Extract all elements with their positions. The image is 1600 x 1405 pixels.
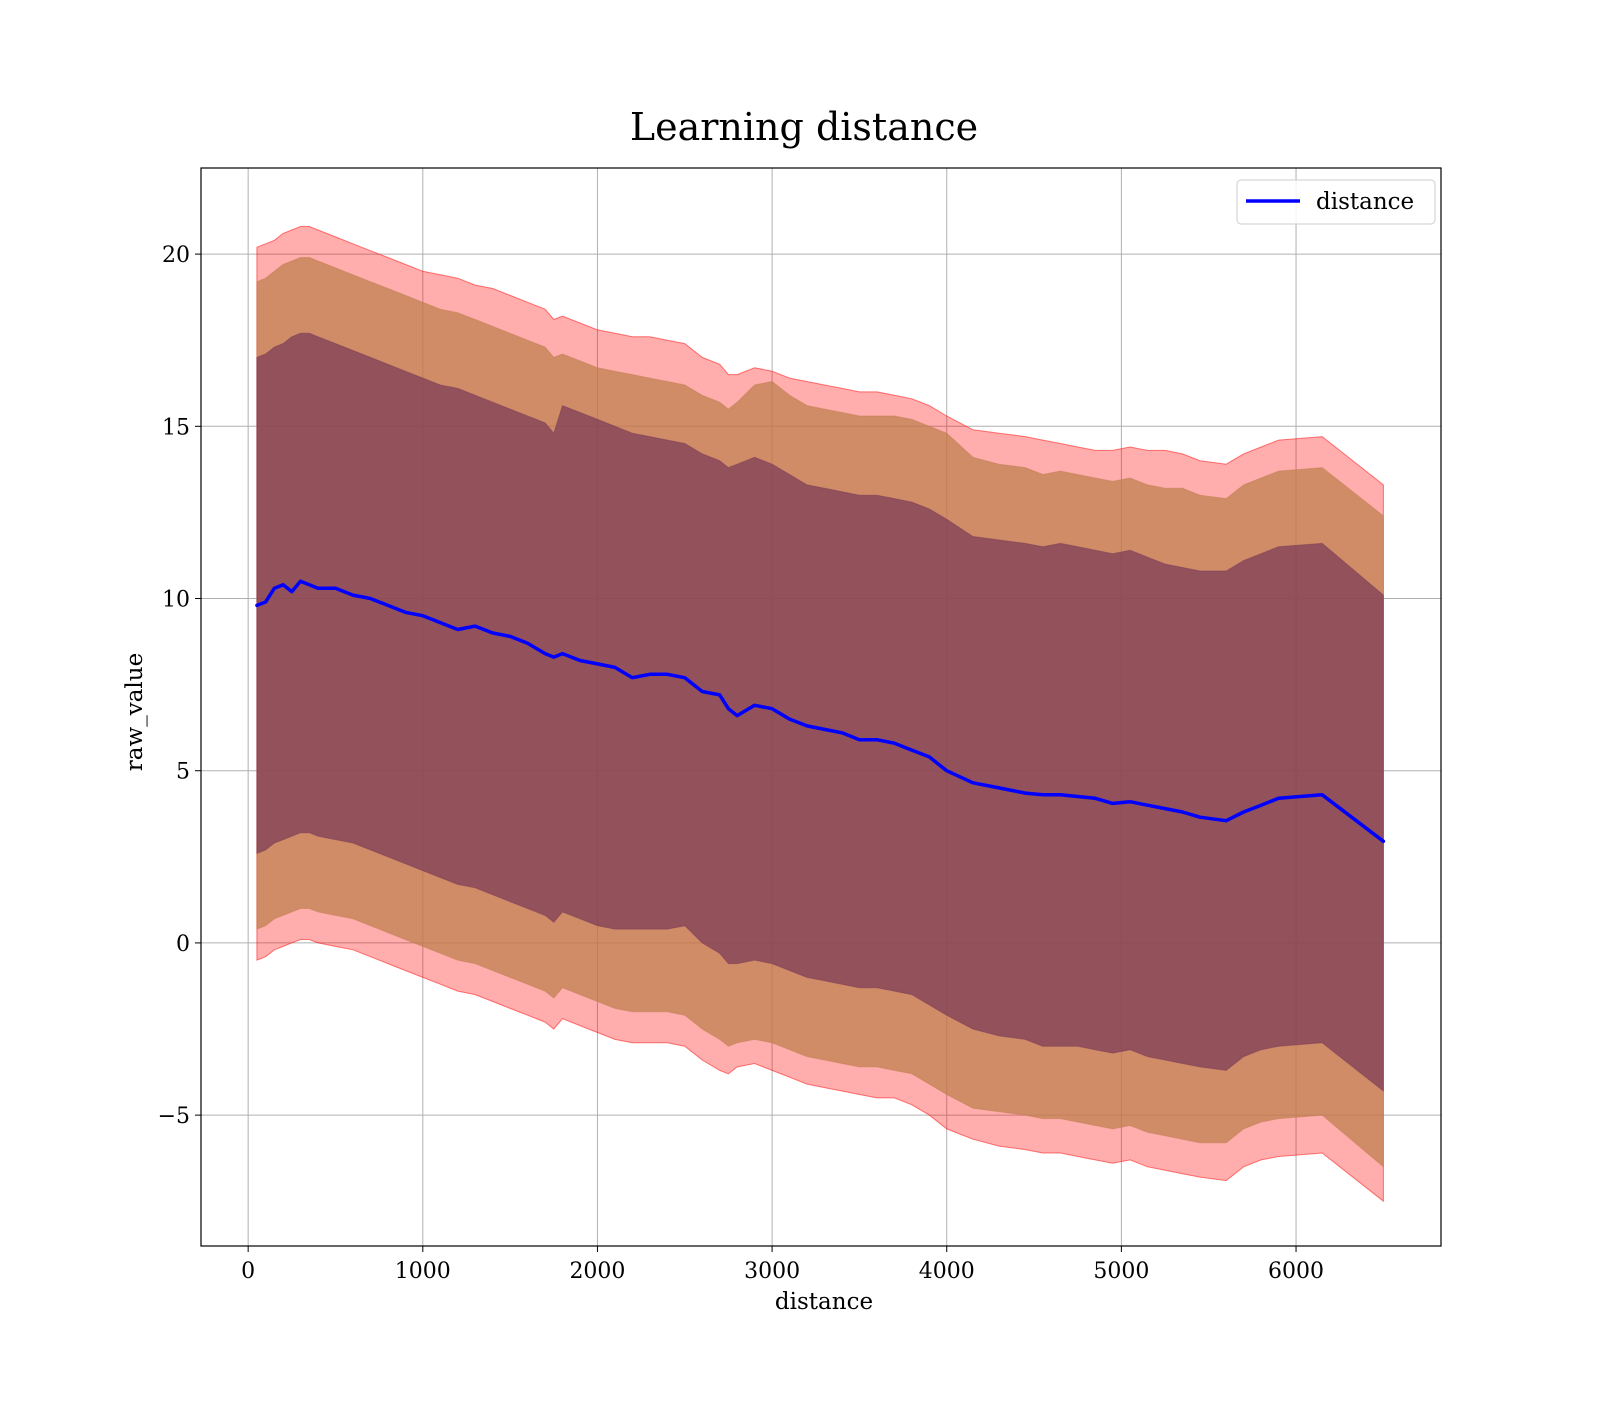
y-axis-ticks: −5 0 5 10 15 20 — [158, 243, 201, 1129]
x-tick-label: 5000 — [1093, 1259, 1149, 1284]
x-axis-label: distance — [775, 1289, 873, 1315]
y-tick-label: 20 — [162, 243, 190, 268]
y-tick-label: 0 — [176, 932, 190, 957]
x-tick-label: 1000 — [395, 1259, 451, 1284]
band-inner — [256, 332, 1384, 1093]
series-lines — [255, 579, 1386, 844]
legend-label-distance: distance — [1316, 189, 1414, 215]
legend: distance — [1236, 179, 1436, 225]
x-tick-label: 3000 — [744, 1259, 800, 1284]
x-tick-label: 2000 — [569, 1259, 625, 1284]
legend-box — [1236, 179, 1436, 225]
x-tick-label: 0 — [241, 1259, 255, 1284]
y-tick-label: −5 — [158, 1104, 190, 1129]
series-line-distance — [255, 579, 1386, 844]
y-tick-label: 15 — [162, 415, 190, 440]
x-tick-label: 6000 — [1268, 1259, 1324, 1284]
x-tick-label: 4000 — [919, 1259, 975, 1284]
chart-title: Learning distance — [630, 105, 978, 149]
y-tick-label: 5 — [176, 760, 190, 785]
y-tick-label: 10 — [162, 588, 190, 613]
x-axis-ticks: 0 1000 2000 3000 4000 5000 6000 — [241, 1246, 1324, 1284]
confidence-bands — [256, 226, 1384, 1203]
plot-frame — [200, 167, 1442, 1247]
y-axis-label: raw_value — [122, 653, 148, 771]
